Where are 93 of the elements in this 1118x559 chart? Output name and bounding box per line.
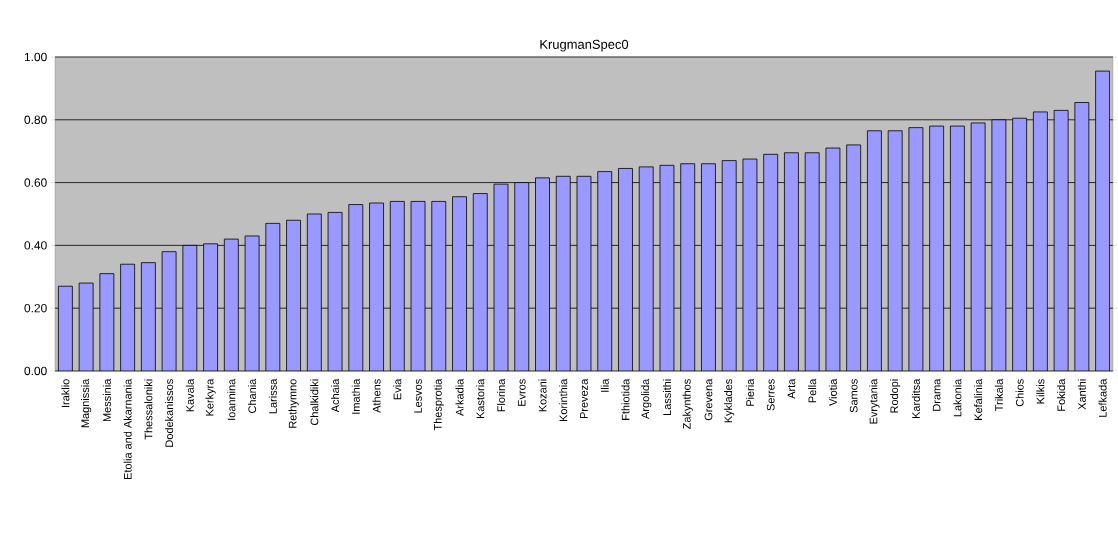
x-tick-label: Rodopi — [890, 379, 901, 413]
bar — [721, 160, 737, 371]
bar — [555, 175, 571, 371]
bar — [306, 213, 322, 371]
bar — [846, 144, 862, 371]
x-tick-label: Karditsa — [911, 378, 920, 419]
x-tick-label: Rethymno — [288, 379, 299, 428]
x-tick-label: Xanthi — [1077, 379, 1086, 410]
x-tick-label: Chios — [1015, 379, 1024, 407]
x-tick-label: Chania — [248, 378, 257, 413]
x-tick-label: Kerkyra — [205, 378, 216, 416]
bar — [763, 153, 779, 371]
y-tick-label: 1.00 — [24, 52, 47, 62]
x-tick-label: Zakynthos — [682, 379, 693, 429]
x-tick-label: Florina — [497, 378, 506, 412]
x-tick-label: Athens — [372, 379, 381, 413]
x-tick-label: Etolia and Akarnania — [123, 378, 132, 479]
bar — [369, 202, 384, 371]
x-tick-label: Evia — [393, 378, 402, 400]
x-tick-label: Arkadia — [455, 378, 464, 416]
bar — [348, 204, 364, 371]
x-tick-label: Chalkidiki — [310, 379, 319, 426]
bar — [203, 243, 218, 371]
x-tick-label: Achaia — [331, 378, 340, 413]
x-tick-label: Larissa — [268, 378, 277, 414]
x-tick-label: Ilia — [600, 378, 609, 392]
x-tick-label: Evros — [517, 379, 526, 406]
chart-title: KrugmanSpec0 — [540, 39, 629, 52]
bar — [680, 163, 696, 371]
x-tick-label: Magnissia — [81, 378, 92, 428]
x-tick-label: Trikala — [994, 378, 1003, 411]
x-tick-label: Pieria — [745, 378, 754, 406]
x-tick-label: Thessaloniki — [144, 379, 153, 440]
bar — [389, 201, 405, 371]
x-tick-label: Lesvos — [414, 379, 422, 413]
bar — [949, 125, 965, 371]
bar — [514, 182, 530, 371]
bar — [784, 152, 799, 371]
y-tick-label: 0.00 — [24, 366, 47, 376]
bar — [140, 262, 156, 371]
bar — [638, 166, 654, 371]
y-tick-label: 0.60 — [24, 178, 47, 187]
y-tick-label: 0.80 — [24, 115, 47, 125]
x-tick-label: Grevena — [704, 378, 713, 421]
bar — [265, 223, 281, 371]
bar — [1012, 117, 1028, 371]
x-tick-label: Serres — [766, 379, 775, 411]
y-tick-label: 0.20 — [24, 303, 47, 313]
bar — [618, 168, 633, 371]
x-tick-label: Kavala — [185, 378, 194, 412]
bar — [182, 244, 198, 371]
x-tick-label: Dodekanissos — [165, 379, 174, 447]
x-tick-label: Lefkada — [1098, 378, 1107, 417]
x-tick-label: Samos — [849, 379, 858, 413]
x-tick-label: Arta — [787, 378, 796, 399]
x-tick-label: Ioannina — [227, 378, 236, 420]
x-tick-label: Fokida — [1057, 378, 1066, 411]
x-tick-label: Thesprotia — [433, 378, 444, 431]
x-tick-label: Kefalinia — [974, 378, 983, 420]
bar — [887, 130, 903, 371]
bar — [1095, 70, 1110, 371]
bar — [535, 177, 550, 371]
x-tick-label: Imathia — [351, 378, 360, 414]
x-tick-label: Pella — [808, 378, 817, 403]
bar — [472, 193, 488, 371]
x-tick-label: Kastoria — [476, 378, 485, 419]
bar — [1032, 111, 1048, 371]
x-tick-label: Kozani — [538, 379, 547, 412]
x-tick-label: Lakonia — [953, 378, 962, 417]
x-tick-label: Korinthia — [559, 378, 568, 422]
bar — [57, 285, 73, 371]
bar — [223, 238, 239, 371]
x-tick-label: Drama — [932, 378, 941, 411]
x-tick-label: Kyklades — [724, 379, 735, 423]
bar — [597, 171, 613, 371]
x-tick-label: Argolida — [641, 378, 652, 419]
x-tick-label: Preveza — [580, 378, 588, 419]
bar — [804, 152, 820, 371]
x-tick-label: Evrytania — [869, 378, 880, 424]
bar — [452, 196, 467, 371]
bar — [120, 263, 136, 371]
x-tick-label: Lassithi — [662, 379, 671, 416]
bar — [286, 219, 301, 371]
x-tick-label: Iraklio — [61, 379, 70, 407]
x-tick-label: Viotia — [828, 378, 837, 406]
bar — [431, 201, 447, 371]
x-tick-label: Fthiotida — [621, 378, 630, 420]
bar — [701, 163, 716, 371]
bar — [867, 130, 882, 371]
x-tick-label: Messinia — [102, 378, 111, 422]
x-tick-label: Kilkis — [1036, 379, 1045, 404]
bar — [929, 125, 945, 371]
y-tick-label: 0.40 — [24, 241, 47, 250]
